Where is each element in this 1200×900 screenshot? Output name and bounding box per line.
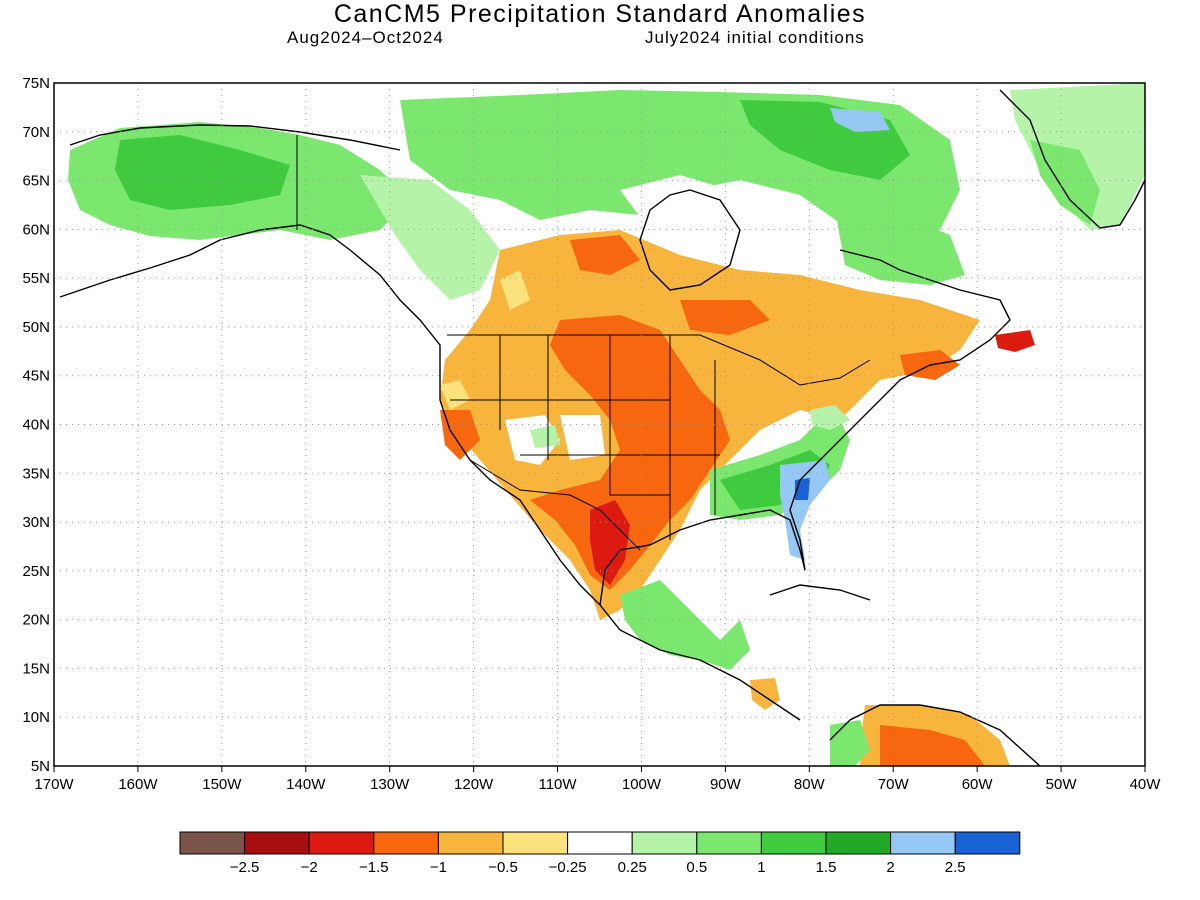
region-newfoundland: [995, 330, 1035, 352]
lon-tick-label: 60W: [962, 776, 994, 793]
coastline-gulf: [599, 509, 806, 606]
lat-tick-label: 5N: [31, 758, 50, 775]
region-northeast-wet: [810, 405, 850, 430]
region-southeast-wet: [780, 460, 830, 560]
lat-tick-label: 75N: [22, 75, 50, 92]
region-great-basin: [560, 415, 605, 460]
lon-tick-label: 80W: [794, 776, 826, 793]
lon-tick-label: 160W: [118, 776, 158, 793]
colorbar-label: 0.25: [618, 859, 647, 876]
colorbar-label: 0.5: [686, 859, 707, 876]
political-borders: [296, 135, 871, 551]
colorbar-swatch: [760, 831, 827, 855]
colorbar-swatch: [825, 831, 892, 855]
region-texas: [590, 500, 630, 585]
lon-tick-label: 50W: [1046, 776, 1078, 793]
coastline-hudson-bay: [639, 189, 741, 291]
region-labrador: [835, 210, 965, 285]
colorbar-swatch: [631, 831, 698, 855]
border-states: [450, 335, 720, 540]
colorbar-label: 1.5: [816, 859, 837, 876]
colorbar-label: −1.5: [359, 859, 389, 876]
region-canadian-arctic: [830, 108, 890, 132]
colorbar-swatch: [373, 831, 439, 855]
colorbar-labels: −2.5 −2 −1.5 −1 −0.5 −0.25 0.25 0.5 1 1.5 2 2.5: [230, 859, 966, 876]
colorbar: [179, 831, 1021, 855]
lon-tick-label: 150W: [202, 776, 242, 793]
colorbar-label: 1: [757, 859, 765, 876]
lon-tick-label: 120W: [454, 776, 494, 793]
map-title: CanCM5 Precipitation Standard Anomalies: [333, 0, 867, 28]
lat-tick-label: 55N: [22, 270, 50, 287]
coastlines: [59, 89, 1145, 766]
region-central-america: [750, 678, 780, 710]
region-alaska: [360, 175, 500, 300]
lon-tick-label: 130W: [370, 776, 410, 793]
region-central-dry: [570, 235, 640, 275]
lat-tick-label: 25N: [22, 563, 50, 580]
lon-tick-label: 40W: [1130, 776, 1162, 793]
region-canadian-arctic: [620, 175, 750, 265]
coastline-cuba: [769, 584, 871, 601]
colorbar-swatch: [308, 831, 375, 855]
region-great-basin: [530, 425, 560, 448]
coastline-atlantic: [789, 249, 1011, 571]
longitude-labels: 170W 160W 150W 140W 130W 120W 110W 100W 90W 80W 70…: [34, 776, 1161, 793]
coastline-alaska-north: [69, 124, 401, 151]
border-us-mexico: [469, 459, 641, 551]
anomaly-shading: [68, 83, 1145, 766]
region-alaska: [115, 135, 290, 210]
lat-tick-label: 50N: [22, 319, 50, 336]
lat-tick-label: 35N: [22, 465, 50, 482]
coastline-south-america: [829, 704, 1041, 766]
colorbar-label: −2.5: [230, 859, 260, 876]
initial-conditions: July2024 initial conditions: [645, 28, 865, 47]
lat-tick-label: 60N: [22, 221, 50, 238]
lat-tick-label: 40N: [22, 417, 50, 434]
colorbar-swatch: [437, 831, 504, 855]
map-frame: [53, 82, 1146, 767]
longitude-ticks: [53, 766, 1146, 772]
lat-tick-label: 30N: [22, 514, 50, 531]
lat-tick-label: 10N: [22, 709, 50, 726]
lon-tick-label: 100W: [622, 776, 662, 793]
region-interior-dry-light: [500, 270, 530, 310]
border-us-canada: [447, 334, 871, 386]
region-greenland: [1030, 140, 1100, 225]
lat-tick-label: 45N: [22, 368, 50, 385]
region-south-america: [880, 725, 985, 766]
colorbar-label: −2: [301, 859, 318, 876]
region-central-dry: [530, 315, 730, 590]
colorbar-label: 2: [886, 859, 894, 876]
colorbar-label: −0.25: [549, 859, 587, 876]
colorbar-swatch: [179, 831, 246, 855]
lat-tick-label: 65N: [22, 173, 50, 190]
colorbar-label: 2.5: [945, 859, 966, 876]
lon-tick-label: 170W: [34, 776, 74, 793]
lat-tick-label: 15N: [22, 660, 50, 677]
colorbar-swatch: [890, 831, 956, 855]
region-central-dry: [440, 410, 480, 460]
latitude-labels: 75N 70N 65N 60N 55N 50N 45N 40N 35N 30N 25N 20N 15N 1…: [22, 75, 50, 775]
coastline-alaska: [59, 224, 801, 721]
coastline-greenland: [999, 89, 1145, 229]
lon-tick-label: 90W: [710, 776, 742, 793]
colorbar-swatch: [502, 831, 569, 855]
region-west-coast: [440, 380, 470, 410]
lon-tick-label: 140W: [286, 776, 326, 793]
colorbar-label: −1: [430, 859, 447, 876]
colorbar-swatch: [696, 831, 762, 855]
lon-tick-label: 70W: [878, 776, 910, 793]
region-south-america: [830, 720, 870, 766]
forecast-period: Aug2024–Oct2024: [287, 28, 444, 47]
lat-tick-label: 20N: [22, 612, 50, 629]
lon-tick-label: 110W: [538, 776, 577, 793]
colorbar-label: −0.5: [488, 859, 518, 876]
colorbar-swatch: [567, 831, 633, 855]
colorbar-swatch: [244, 831, 310, 855]
region-mexico-south: [620, 580, 750, 670]
lat-tick-label: 70N: [22, 124, 50, 141]
colorbar-swatch: [954, 831, 1021, 855]
